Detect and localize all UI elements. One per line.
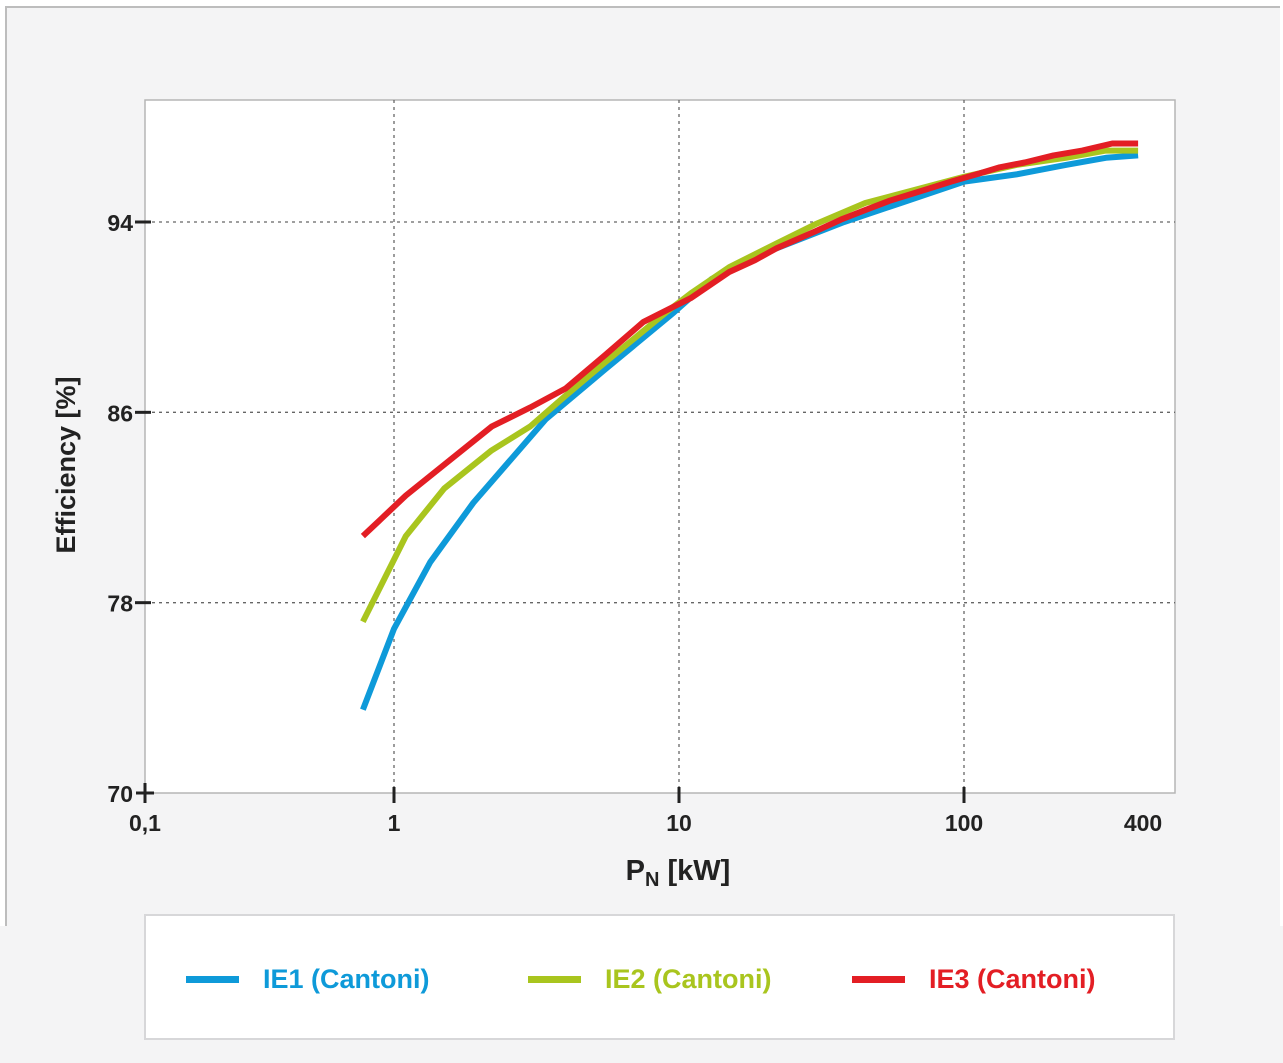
legend-swatch-ie2 <box>528 975 581 983</box>
axes: 70 78 86 94 0,1 1 10 100 400 <box>107 210 1162 836</box>
legend-item-ie2: IE2 (Cantoni) <box>528 964 772 994</box>
y-tick-label-78: 78 <box>107 591 133 617</box>
x-axis-label: PN [kW] <box>626 855 731 891</box>
x-axis-label-subscript: N <box>645 869 659 891</box>
y-tick-label-70: 70 <box>107 781 133 807</box>
series-lines <box>360 140 1139 711</box>
series-line-ie3 <box>360 140 1139 539</box>
legend-item-ie1: IE1 (Cantoni) <box>186 964 430 994</box>
legend-swatch-ie1 <box>186 975 239 983</box>
legend-label-ie2: IE2 (Cantoni) <box>605 963 772 994</box>
x-tick-label-10: 10 <box>666 810 692 836</box>
x-tick-label-0,1: 0,1 <box>129 810 161 836</box>
legend: IE1 (Cantoni) IE2 (Cantoni) IE3 (Cantoni… <box>144 914 1175 1040</box>
x-tick-label-1: 1 <box>388 810 401 836</box>
y-axis-label: Efficiency [%] <box>51 376 81 553</box>
plot-area <box>144 99 1176 794</box>
x-axis-label-unit: [kW] <box>659 855 730 887</box>
legend-item-ie3: IE3 (Cantoni) <box>852 964 1096 994</box>
x-axis-label-main: P <box>626 855 645 887</box>
y-tick-label-94: 94 <box>107 210 133 236</box>
legend-swatch-ie3 <box>852 975 905 983</box>
y-tick-label-86: 86 <box>107 400 133 426</box>
x-tick-label-100: 100 <box>945 810 983 836</box>
legend-label-ie1: IE1 (Cantoni) <box>263 963 430 994</box>
x-tick-label-400: 400 <box>1124 810 1162 836</box>
legend-label-ie3: IE3 (Cantoni) <box>929 963 1096 994</box>
